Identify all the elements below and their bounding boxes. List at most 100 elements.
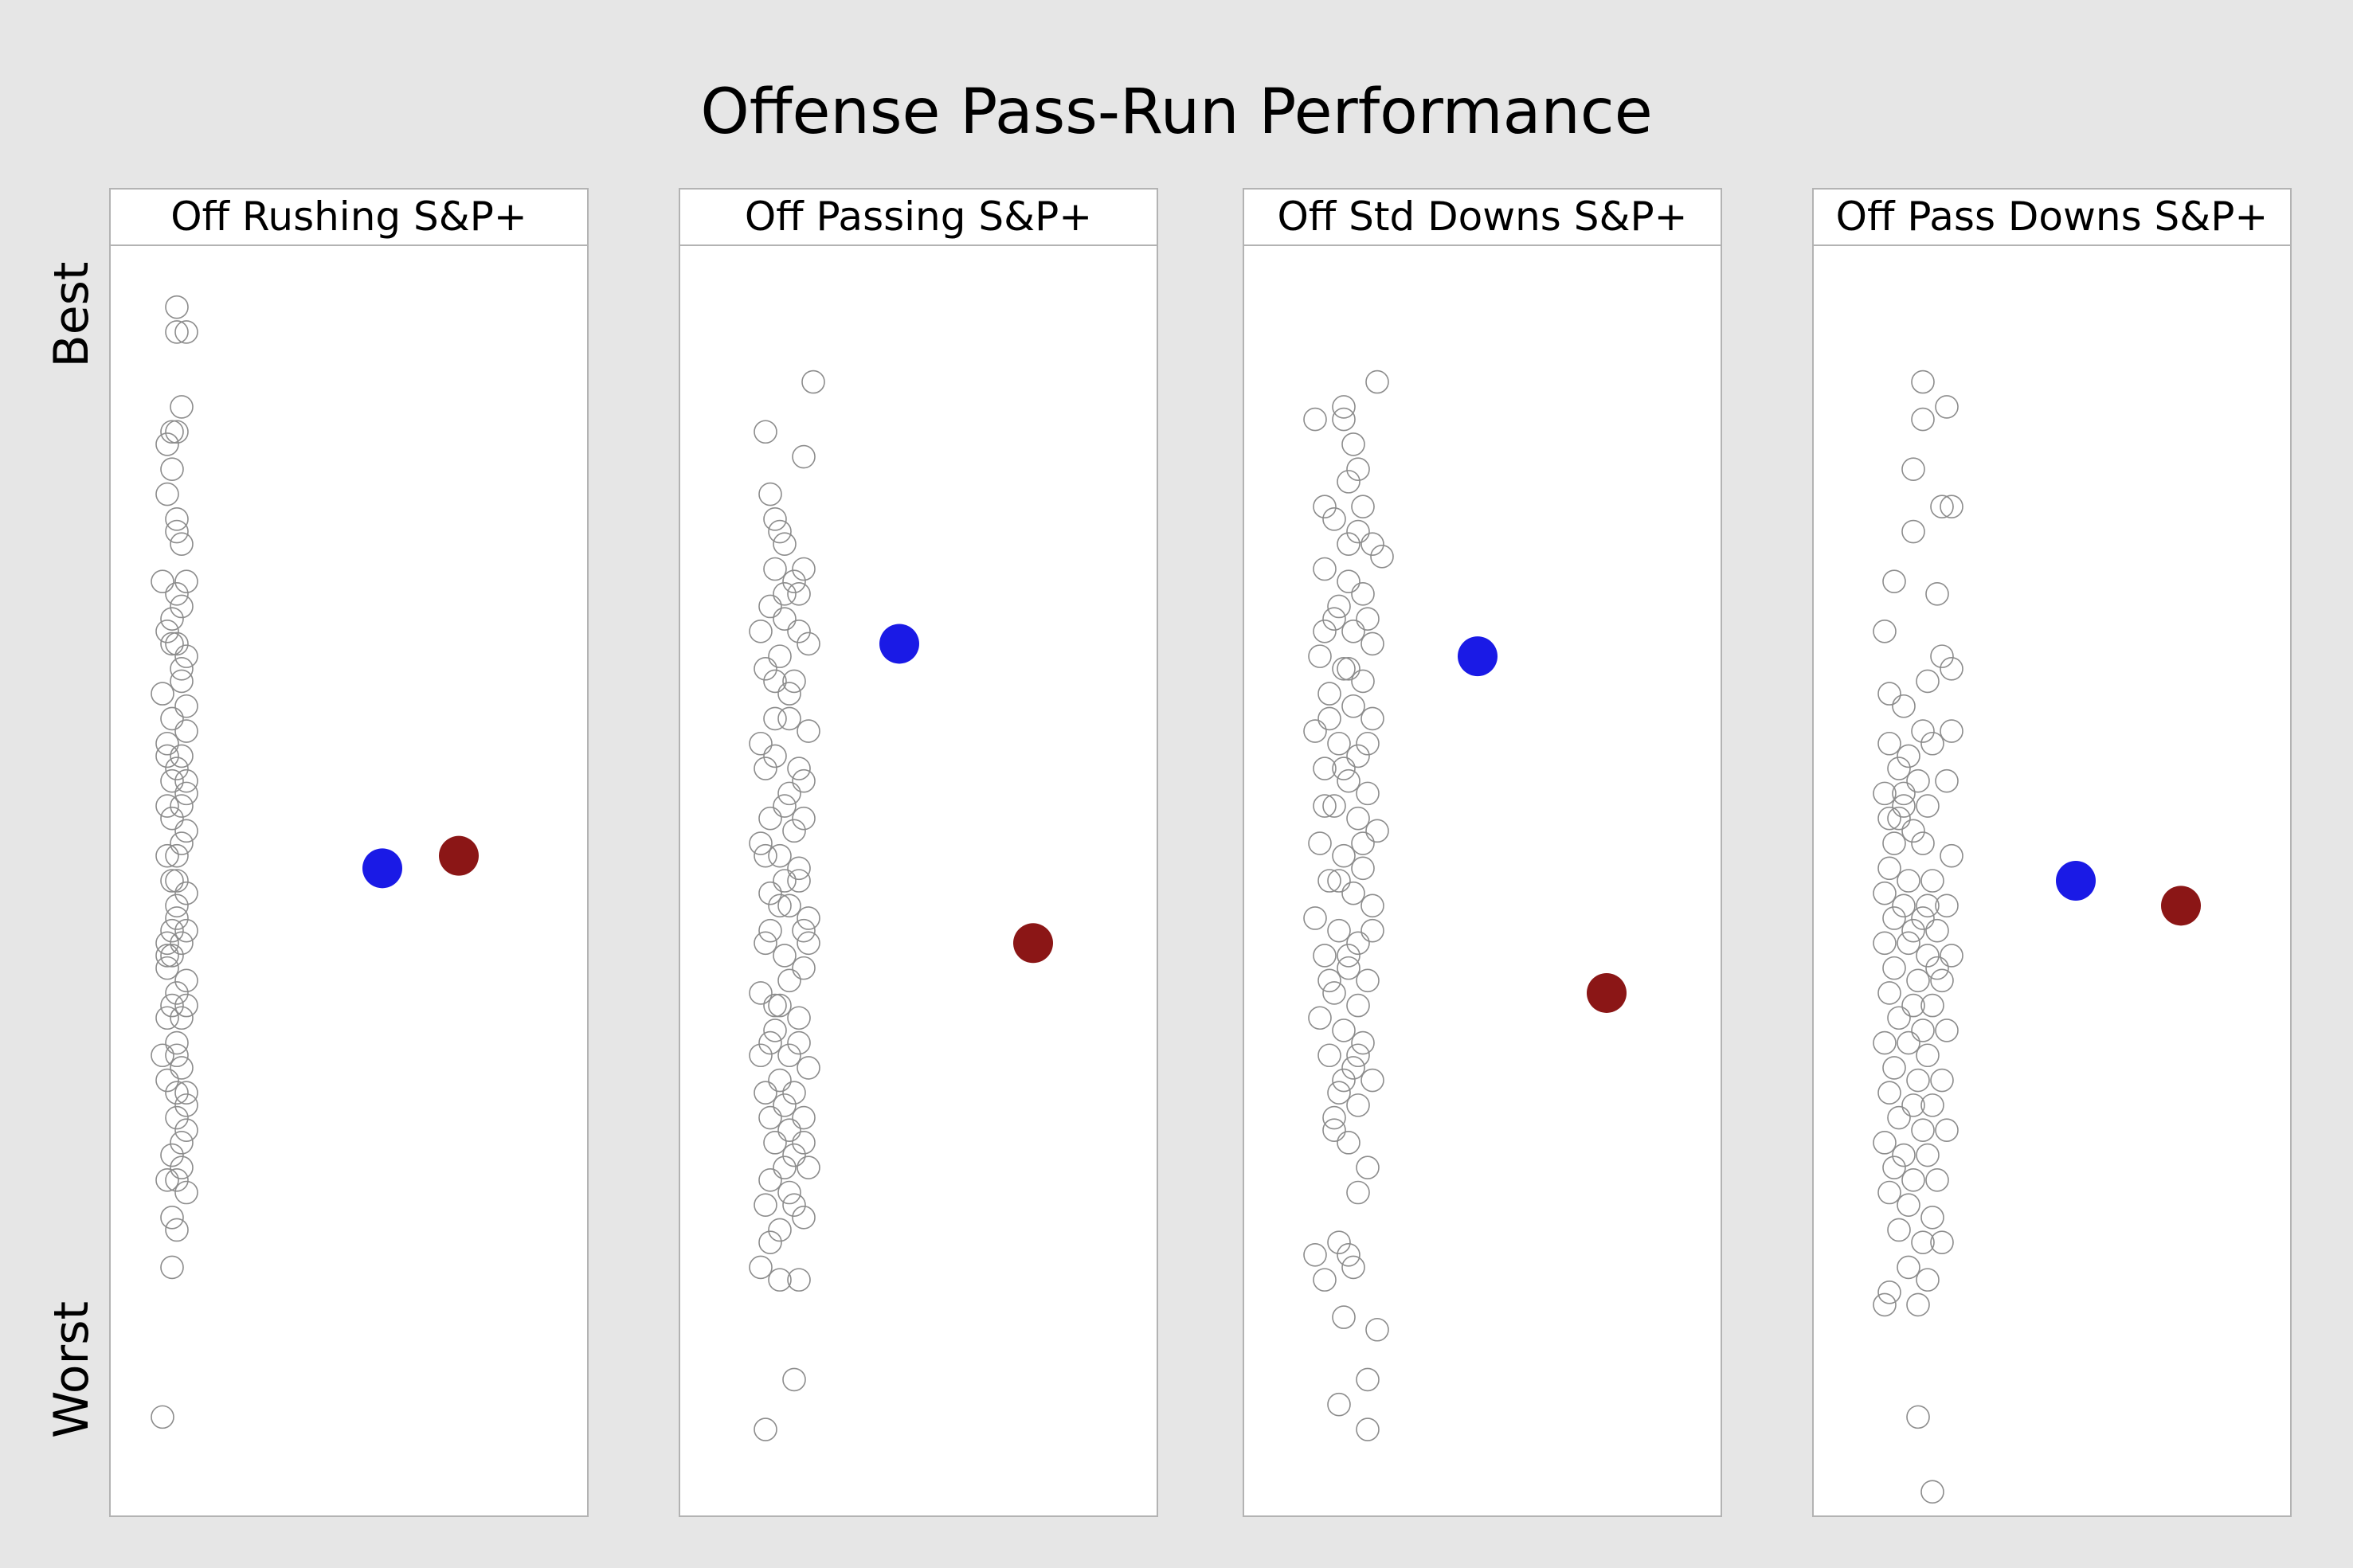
- data-point: [1887, 1218, 1911, 1242]
- data-point: [1341, 1056, 1365, 1080]
- data-point: [777, 1180, 801, 1205]
- data-point: [1940, 719, 1963, 743]
- data-point: [1935, 768, 1959, 793]
- data-point: [1873, 1131, 1897, 1155]
- data-point: [165, 420, 189, 444]
- data-point: [1313, 944, 1337, 968]
- data-point: [758, 918, 782, 943]
- highlight-point: [362, 848, 402, 889]
- data-point: [1327, 869, 1351, 893]
- data-point: [165, 906, 189, 930]
- data-point: [155, 1068, 179, 1093]
- data-point: [1303, 719, 1327, 743]
- data-point: [1906, 1405, 1930, 1429]
- data-point: [1327, 1230, 1351, 1254]
- data-point: [174, 1180, 198, 1205]
- panel-label: Off Std Downs S&P+: [1277, 194, 1687, 240]
- data-point: [1916, 893, 1940, 918]
- data-point: [155, 843, 179, 868]
- data-point: [160, 420, 184, 444]
- data-point: [787, 869, 811, 893]
- data-point: [170, 1131, 194, 1155]
- data-point: [1322, 1105, 1346, 1130]
- data-point: [763, 993, 787, 1018]
- data-point: [1930, 968, 1954, 993]
- data-point: [155, 1168, 179, 1192]
- data-point: [1346, 744, 1370, 768]
- data-point: [1337, 1243, 1361, 1267]
- data-point: [155, 944, 179, 968]
- data-point: [155, 744, 179, 768]
- data-point: [787, 582, 811, 606]
- data-point: [1361, 1068, 1384, 1093]
- panel-header: [109, 188, 589, 246]
- data-point: [773, 532, 797, 556]
- data-point: [165, 1218, 189, 1242]
- data-point: [170, 594, 194, 619]
- data-point: [1940, 944, 1963, 968]
- data-point: [1877, 682, 1901, 706]
- data-point: [1916, 794, 1940, 818]
- data-point: [1313, 794, 1337, 818]
- data-point: [170, 931, 194, 956]
- data-point: [792, 918, 816, 943]
- data-point: [1873, 781, 1897, 806]
- data-point: [1897, 1030, 1920, 1055]
- data-point: [777, 1118, 801, 1142]
- highlight-point: [1013, 923, 1053, 964]
- data-point: [797, 931, 820, 956]
- data-point: [754, 1417, 777, 1441]
- data-point: [165, 1043, 189, 1068]
- data-point: [151, 1043, 174, 1068]
- data-point: [1322, 1118, 1346, 1142]
- data-point: [1920, 993, 1944, 1018]
- data-point: [1332, 656, 1356, 681]
- data-point: [151, 682, 174, 706]
- data-point: [1351, 669, 1375, 694]
- data-point: [1308, 644, 1332, 668]
- data-point: [174, 644, 198, 668]
- data-point: [749, 831, 773, 855]
- data-point: [754, 757, 777, 780]
- data-point: [1911, 906, 1935, 930]
- data-point: [165, 757, 189, 780]
- data-point: [1313, 757, 1337, 780]
- data-point: [1356, 1417, 1380, 1441]
- data-point: [1930, 644, 1954, 668]
- data-point: [792, 1131, 816, 1155]
- data-point: [1337, 470, 1361, 494]
- data-point: [1935, 893, 1959, 918]
- data-point: [1930, 1230, 1954, 1254]
- data-point: [763, 1019, 787, 1042]
- data-point: [1346, 806, 1370, 831]
- data-point: [1313, 619, 1337, 643]
- data-point: [773, 607, 797, 631]
- data-point: [1892, 781, 1916, 806]
- data-point: [170, 1006, 194, 1030]
- data-point: [174, 993, 198, 1018]
- data-point: [1882, 956, 1906, 980]
- data-point: [1308, 1006, 1332, 1030]
- data-point: [1346, 993, 1370, 1018]
- data-point: [160, 768, 184, 793]
- panel: Off Pass Downs S&P+: [1812, 188, 2292, 1517]
- data-point: [787, 757, 811, 780]
- data-point: [1935, 1118, 1959, 1142]
- data-point: [1925, 1168, 1949, 1192]
- data-point: [1351, 582, 1375, 606]
- data-point: [1351, 495, 1375, 519]
- data-point: [1337, 1131, 1361, 1155]
- data-point: [1341, 1255, 1365, 1280]
- data-point: [160, 607, 184, 631]
- data-point: [768, 843, 792, 868]
- data-point: [165, 582, 189, 606]
- data-point: [1887, 806, 1911, 831]
- data-point: [1351, 856, 1375, 881]
- data-point: [749, 1255, 773, 1280]
- data-point: [782, 1193, 806, 1217]
- data-point: [1361, 918, 1384, 943]
- data-point: [165, 320, 189, 344]
- data-point: [1916, 1268, 1940, 1292]
- highlight-point: [2161, 886, 2201, 926]
- data-point: [768, 519, 792, 544]
